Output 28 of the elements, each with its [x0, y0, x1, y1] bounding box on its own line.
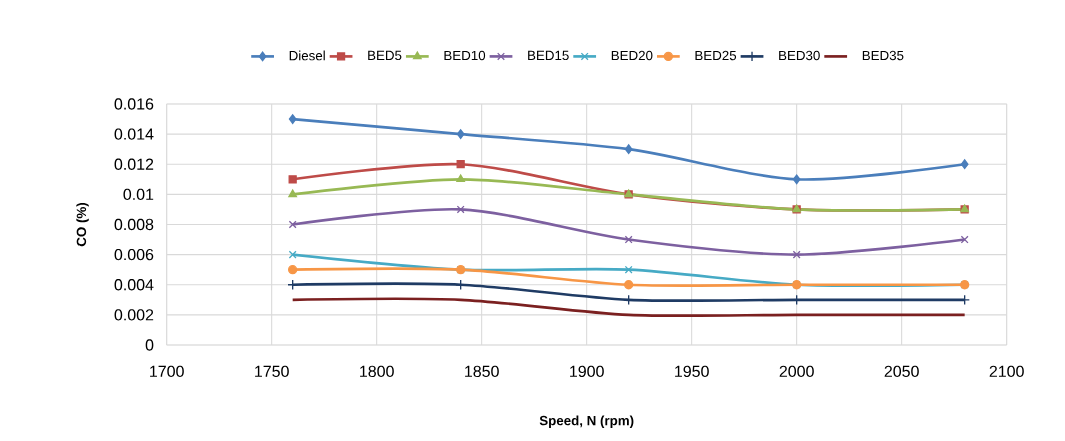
y-tick-label: 0.008 — [114, 218, 154, 231]
legend-label: BED35 — [862, 50, 904, 61]
x-tick-label: 1950 — [675, 365, 709, 378]
y-axis-title: CO (%) — [76, 202, 89, 247]
y-tick-label: 0 — [145, 339, 154, 351]
x-tick-label: 2000 — [779, 365, 814, 378]
x-axis-title: Speed, N (rpm) — [539, 415, 634, 428]
y-tick-label: 0.002 — [114, 309, 154, 321]
x-tick-label: 1850 — [465, 365, 499, 378]
y-tick-label: 0.012 — [114, 158, 154, 170]
legend-label: BED10 — [444, 50, 486, 61]
x-tick-label: 2100 — [989, 365, 1024, 378]
x-tick-label: 1800 — [360, 365, 394, 378]
legend-label: BED15 — [528, 50, 569, 61]
legend-label: BED5 — [368, 50, 402, 61]
y-tick-label: 0.016 — [114, 98, 154, 110]
y-tick-label: 0.01 — [123, 188, 154, 201]
legend-label: BED30 — [779, 50, 820, 61]
x-tick-label: 2050 — [884, 365, 919, 378]
legend-label: BED20 — [611, 50, 653, 61]
x-tick-label: 1700 — [150, 365, 184, 378]
legend-label: Diesel — [289, 50, 325, 61]
y-tick-label: 0.004 — [114, 279, 154, 291]
y-tick-label: 0.014 — [114, 128, 154, 140]
x-tick-label: 1750 — [255, 365, 289, 378]
x-tick-label: 1900 — [570, 365, 604, 378]
y-tick-label: 0.006 — [114, 248, 154, 261]
legend-label: BED25 — [695, 50, 737, 61]
